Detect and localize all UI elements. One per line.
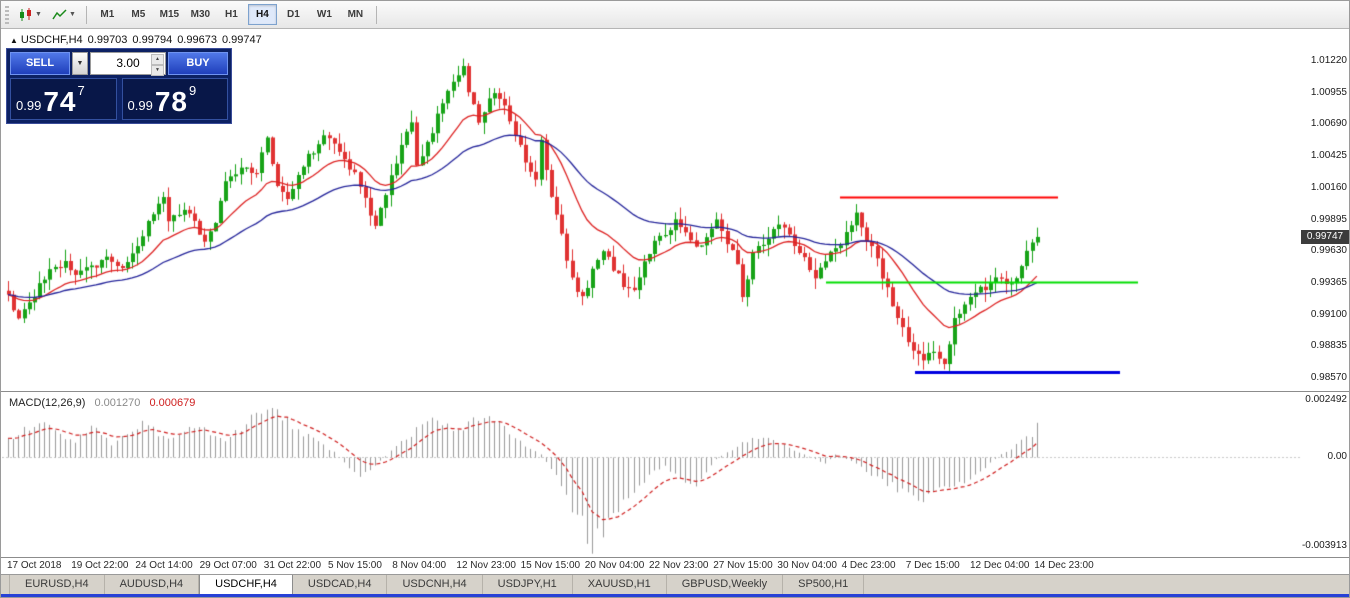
time-axis-label: 8 Nov 04:00 [392, 560, 447, 571]
timeframe-button-h1[interactable]: H1 [224, 9, 238, 20]
sell-price-big-digits: 74 [43, 86, 77, 117]
price-axis-label: 0.98835 [1310, 340, 1347, 352]
timeframe-group: M1 M5 M15 M30 H1 H4 D1 W1 MN [92, 4, 371, 25]
pane-divider[interactable] [1, 391, 1349, 392]
timeframe-button-h4[interactable]: H4 [247, 4, 277, 25]
macd-scale-label: 0.00 [1327, 450, 1347, 462]
sell-price-pipette: 7 [77, 83, 85, 98]
time-axis-label: 12 Dec 04:00 [970, 560, 1030, 571]
time-axis-label: 12 Nov 23:00 [456, 560, 516, 571]
candlestick-chart-icon [18, 7, 33, 22]
price-axis-label: 0.99895 [1310, 213, 1347, 225]
macd-axis[interactable]: 0.002492 0.00 -0.003913 [1301, 392, 1349, 557]
macd-scale-label: -0.003913 [1301, 540, 1347, 552]
time-axis-label: 29 Oct 07:00 [199, 560, 257, 571]
price-axis[interactable]: 0.99747 1.01220 1.00955 1.00690 1.00425 1.00… [1301, 29, 1349, 391]
tab-audusd-h4[interactable]: AUDUSD,H4 [105, 575, 200, 594]
time-axis-label: 19 Oct 22:00 [71, 560, 129, 571]
price-axis-label: 0.99365 [1310, 276, 1347, 288]
macd-indicator-label: MACD(12,26,9) 0.001270 0.000679 [9, 397, 195, 409]
time-axis-label: 4 Dec 23:00 [841, 560, 896, 571]
toolbar-grip[interactable] [5, 5, 9, 24]
high-value: 0.99794 [132, 34, 173, 46]
tab-gbpusd-weekly[interactable]: GBPUSD,Weekly [667, 575, 784, 594]
time-axis[interactable]: 17 Oct 2018 19 Oct 22:00 24 Oct 14:00 29 Oc… [2, 558, 1349, 573]
tab-eurusd-h4[interactable]: EURUSD,H4 [9, 575, 105, 594]
price-axis-label: 0.98570 [1310, 372, 1347, 384]
time-axis-label: 27 Nov 15:00 [713, 560, 773, 571]
price-axis-label: 1.00955 [1310, 86, 1347, 98]
timeframe-button-m30[interactable]: M30 [190, 9, 211, 20]
buy-price-pipette: 9 [188, 83, 197, 98]
price-axis-label: 0.99100 [1310, 308, 1347, 320]
timeframe-button-w1[interactable]: W1 [316, 9, 332, 20]
indicator-icon [52, 8, 67, 22]
macd-canvas[interactable] [2, 392, 1301, 557]
chevron-down-icon: ▼ [35, 11, 42, 18]
top-toolbar: ▼ ▼ M1 M5 M15 M30 H1 H4 D1 W1 MN [1, 1, 1349, 29]
chart-ohlc-header: ▲ USDCHF,H4 0.99703 0.99794 0.99673 0.99747 [10, 34, 267, 46]
time-axis-label: 7 Dec 15:00 [905, 560, 960, 571]
time-axis-label: 17 Oct 2018 [7, 560, 62, 571]
current-price-badge: 0.99747 [1301, 230, 1349, 245]
timeframe-button-mn[interactable]: MN [347, 9, 364, 20]
timeframe-button-m5[interactable]: M5 [131, 9, 146, 20]
price-axis-label: 1.00160 [1310, 181, 1347, 193]
buy-price-big-digits: 78 [154, 86, 188, 117]
close-value: 0.99747 [221, 34, 262, 46]
tab-usdcnh-h4[interactable]: USDCNH,H4 [387, 575, 483, 594]
toolbar-separator [375, 5, 377, 24]
chevron-down-icon: ▼ [68, 11, 76, 18]
macd-name: MACD(12,26,9) [9, 397, 86, 409]
timeframe-button-m1[interactable]: M1 [100, 9, 115, 20]
axis-divider [1, 557, 1349, 558]
sell-button[interactable]: SELL [10, 52, 70, 75]
open-value: 0.99703 [87, 34, 128, 46]
indicators-button[interactable]: ▼ [48, 4, 80, 26]
macd-scale-label: 0.002492 [1305, 393, 1347, 405]
buy-price-prefix: 0.99 [127, 98, 153, 113]
symbol-label: USDCHF,H4 [20, 34, 83, 46]
sell-price-prefix: 0.99 [16, 98, 42, 113]
spinner-up-icon[interactable]: ▲ [151, 54, 164, 65]
spinner-down-icon[interactable]: ▼ [151, 65, 164, 76]
price-axis-label: 1.01220 [1310, 55, 1347, 67]
symbol-tab-bar: EURUSD,H4 AUDUSD,H4 USDCHF,H4 USDCAD,H4 USDC… [1, 574, 1349, 594]
lot-spinner: ▲ ▼ [151, 54, 164, 76]
one-click-trading-panel: SELL ▼ 3.00 ▲ ▼ BUY 0.99 74 7 0.99 78 9 [6, 48, 232, 124]
tab-sp500-h1[interactable]: SP500,H1 [783, 575, 865, 594]
direction-up-icon: ▲ [10, 36, 18, 45]
time-axis-label: 15 Nov 15:00 [520, 560, 581, 571]
lot-size-input[interactable]: 3.00 ▲ ▼ [90, 52, 166, 76]
timeframe-button-m15[interactable]: M15 [159, 9, 180, 20]
order-type-dropdown[interactable]: ▼ [72, 52, 88, 75]
time-axis-label: 20 Nov 04:00 [584, 560, 645, 571]
sell-price-display[interactable]: 0.99 74 7 [10, 78, 117, 120]
toolbar-separator [85, 5, 87, 24]
macd-value: 0.001270 [94, 397, 141, 409]
time-axis-label: 5 Nov 15:00 [328, 560, 382, 571]
tab-usdchf-h4[interactable]: USDCHF,H4 [199, 575, 293, 594]
lot-size-value: 3.00 [116, 56, 140, 70]
time-axis-label: 14 Dec 23:00 [1034, 560, 1094, 571]
price-axis-label: 1.00690 [1310, 118, 1347, 130]
time-axis-label: 24 Oct 14:00 [135, 560, 193, 571]
time-axis-label: 31 Oct 22:00 [263, 560, 322, 571]
chart-type-button[interactable]: ▼ [14, 4, 46, 26]
time-axis-label: 30 Nov 04:00 [777, 560, 837, 571]
buy-button[interactable]: BUY [168, 52, 228, 75]
tab-usdcad-h4[interactable]: USDCAD,H4 [293, 575, 388, 594]
timeframe-button-d1[interactable]: D1 [286, 9, 300, 20]
price-axis-label: 0.99630 [1310, 245, 1347, 257]
time-axis-label: 22 Nov 23:00 [649, 560, 709, 571]
buy-price-display[interactable]: 0.99 78 9 [121, 78, 228, 120]
low-value: 0.99673 [177, 34, 217, 46]
price-axis-label: 1.00425 [1310, 150, 1347, 162]
macd-signal-value: 0.000679 [149, 397, 196, 409]
tab-usdjpy-h1[interactable]: USDJPY,H1 [483, 575, 573, 594]
window-bottom-strip [1, 594, 1349, 597]
tab-xauusd-h1[interactable]: XAUUSD,H1 [573, 575, 667, 594]
